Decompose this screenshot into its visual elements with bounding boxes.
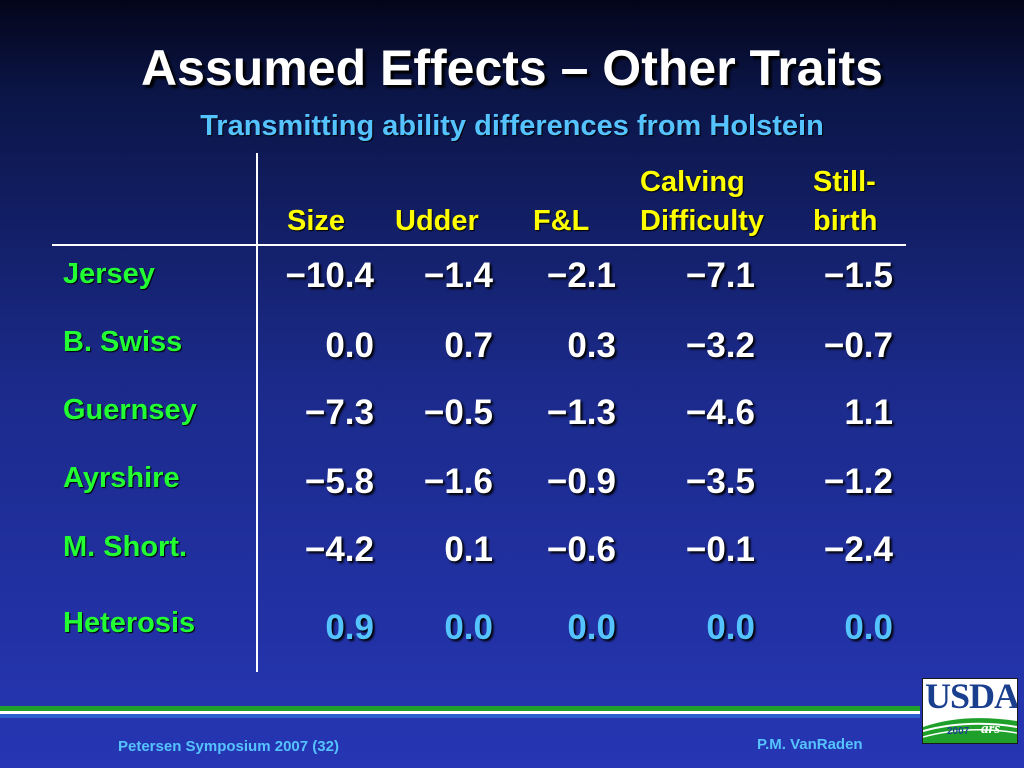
- slide-subtitle: Transmitting ability differences from Ho…: [200, 110, 824, 142]
- column-header-udder: Udder: [395, 202, 479, 240]
- table-cell: 0.0: [706, 608, 755, 647]
- footer-stripe-blue: [0, 714, 920, 718]
- column-header-stillbirth-line2: birth: [813, 205, 878, 237]
- header-divider: [52, 244, 906, 246]
- table-cell: −4.2: [304, 530, 374, 569]
- table-cell: −1.2: [823, 462, 893, 501]
- column-header-fl: F&L: [533, 202, 589, 240]
- row-label-guernsey: Guernsey: [63, 394, 197, 426]
- row-label-heterosis: Heterosis: [63, 607, 196, 639]
- table-cell: −1.5: [823, 256, 893, 295]
- table-cell: −2.1: [546, 256, 616, 295]
- table-cell: 0.9: [325, 608, 374, 647]
- usda-logo: USDA 2007 ars: [922, 678, 1018, 744]
- column-header-calving-line2: Difficulty: [640, 205, 765, 237]
- column-header-udder-text: Udder: [395, 205, 479, 237]
- table-cell: 1.1: [844, 393, 893, 432]
- usda-logo-year: 2007: [947, 726, 970, 737]
- table-cell: −4.6: [685, 393, 755, 432]
- column-header-fl-text: F&L: [533, 205, 590, 237]
- table-cell: 0.0: [325, 326, 374, 365]
- row-label-jersey: Jersey: [63, 258, 155, 290]
- table-cell: −0.7: [823, 326, 893, 365]
- table-cell: −0.9: [546, 462, 616, 501]
- footer-presentation-name: Petersen Symposium 2007 (32): [118, 738, 339, 755]
- table-cell: 0.0: [567, 608, 616, 647]
- footer-author: P.M. VanRaden: [757, 736, 863, 753]
- table-cell: −5.8: [304, 462, 374, 501]
- label-column-divider: [256, 153, 258, 672]
- table-cell: 0.0: [444, 608, 493, 647]
- usda-logo-text: USDA: [925, 678, 1018, 716]
- table-cell: −0.6: [546, 530, 616, 569]
- footer-stripe-green: [0, 706, 920, 711]
- table-cell: −1.6: [423, 462, 493, 501]
- table-cell: −1.3: [546, 393, 616, 432]
- table-cell: −3.2: [685, 326, 755, 365]
- ars-logo-mark: ars: [981, 721, 1001, 737]
- table-cell: −7.1: [685, 256, 755, 295]
- table-cell: 0.7: [444, 326, 493, 365]
- table-cell: −10.4: [285, 256, 374, 295]
- table-cell: −7.3: [304, 393, 374, 432]
- table-cell: −0.1: [685, 530, 755, 569]
- column-header-size-text: Size: [287, 205, 346, 237]
- table-cell: −0.5: [423, 393, 493, 432]
- table-cell: −1.4: [423, 256, 493, 295]
- slide-title: Assumed Effects – Other Traits: [141, 40, 883, 96]
- column-header-stillbirth-line1: Still-: [813, 166, 876, 198]
- column-header-size: Size: [287, 202, 345, 240]
- row-label-ayrshire: Ayrshire: [63, 462, 180, 494]
- row-label-m-short: M. Short.: [63, 531, 188, 563]
- row-label-b-swiss: B. Swiss: [63, 326, 183, 358]
- usda-logo-field-icon: [923, 718, 1017, 743]
- footer-stripe-white: [0, 711, 920, 714]
- table-cell: 0.1: [444, 530, 493, 569]
- table-cell: 0.3: [567, 326, 616, 365]
- table-cell: −3.5: [685, 462, 755, 501]
- table-cell: 0.0: [844, 608, 893, 647]
- table-cell: −2.4: [823, 530, 893, 569]
- column-header-calving-line1: Calving: [640, 166, 745, 198]
